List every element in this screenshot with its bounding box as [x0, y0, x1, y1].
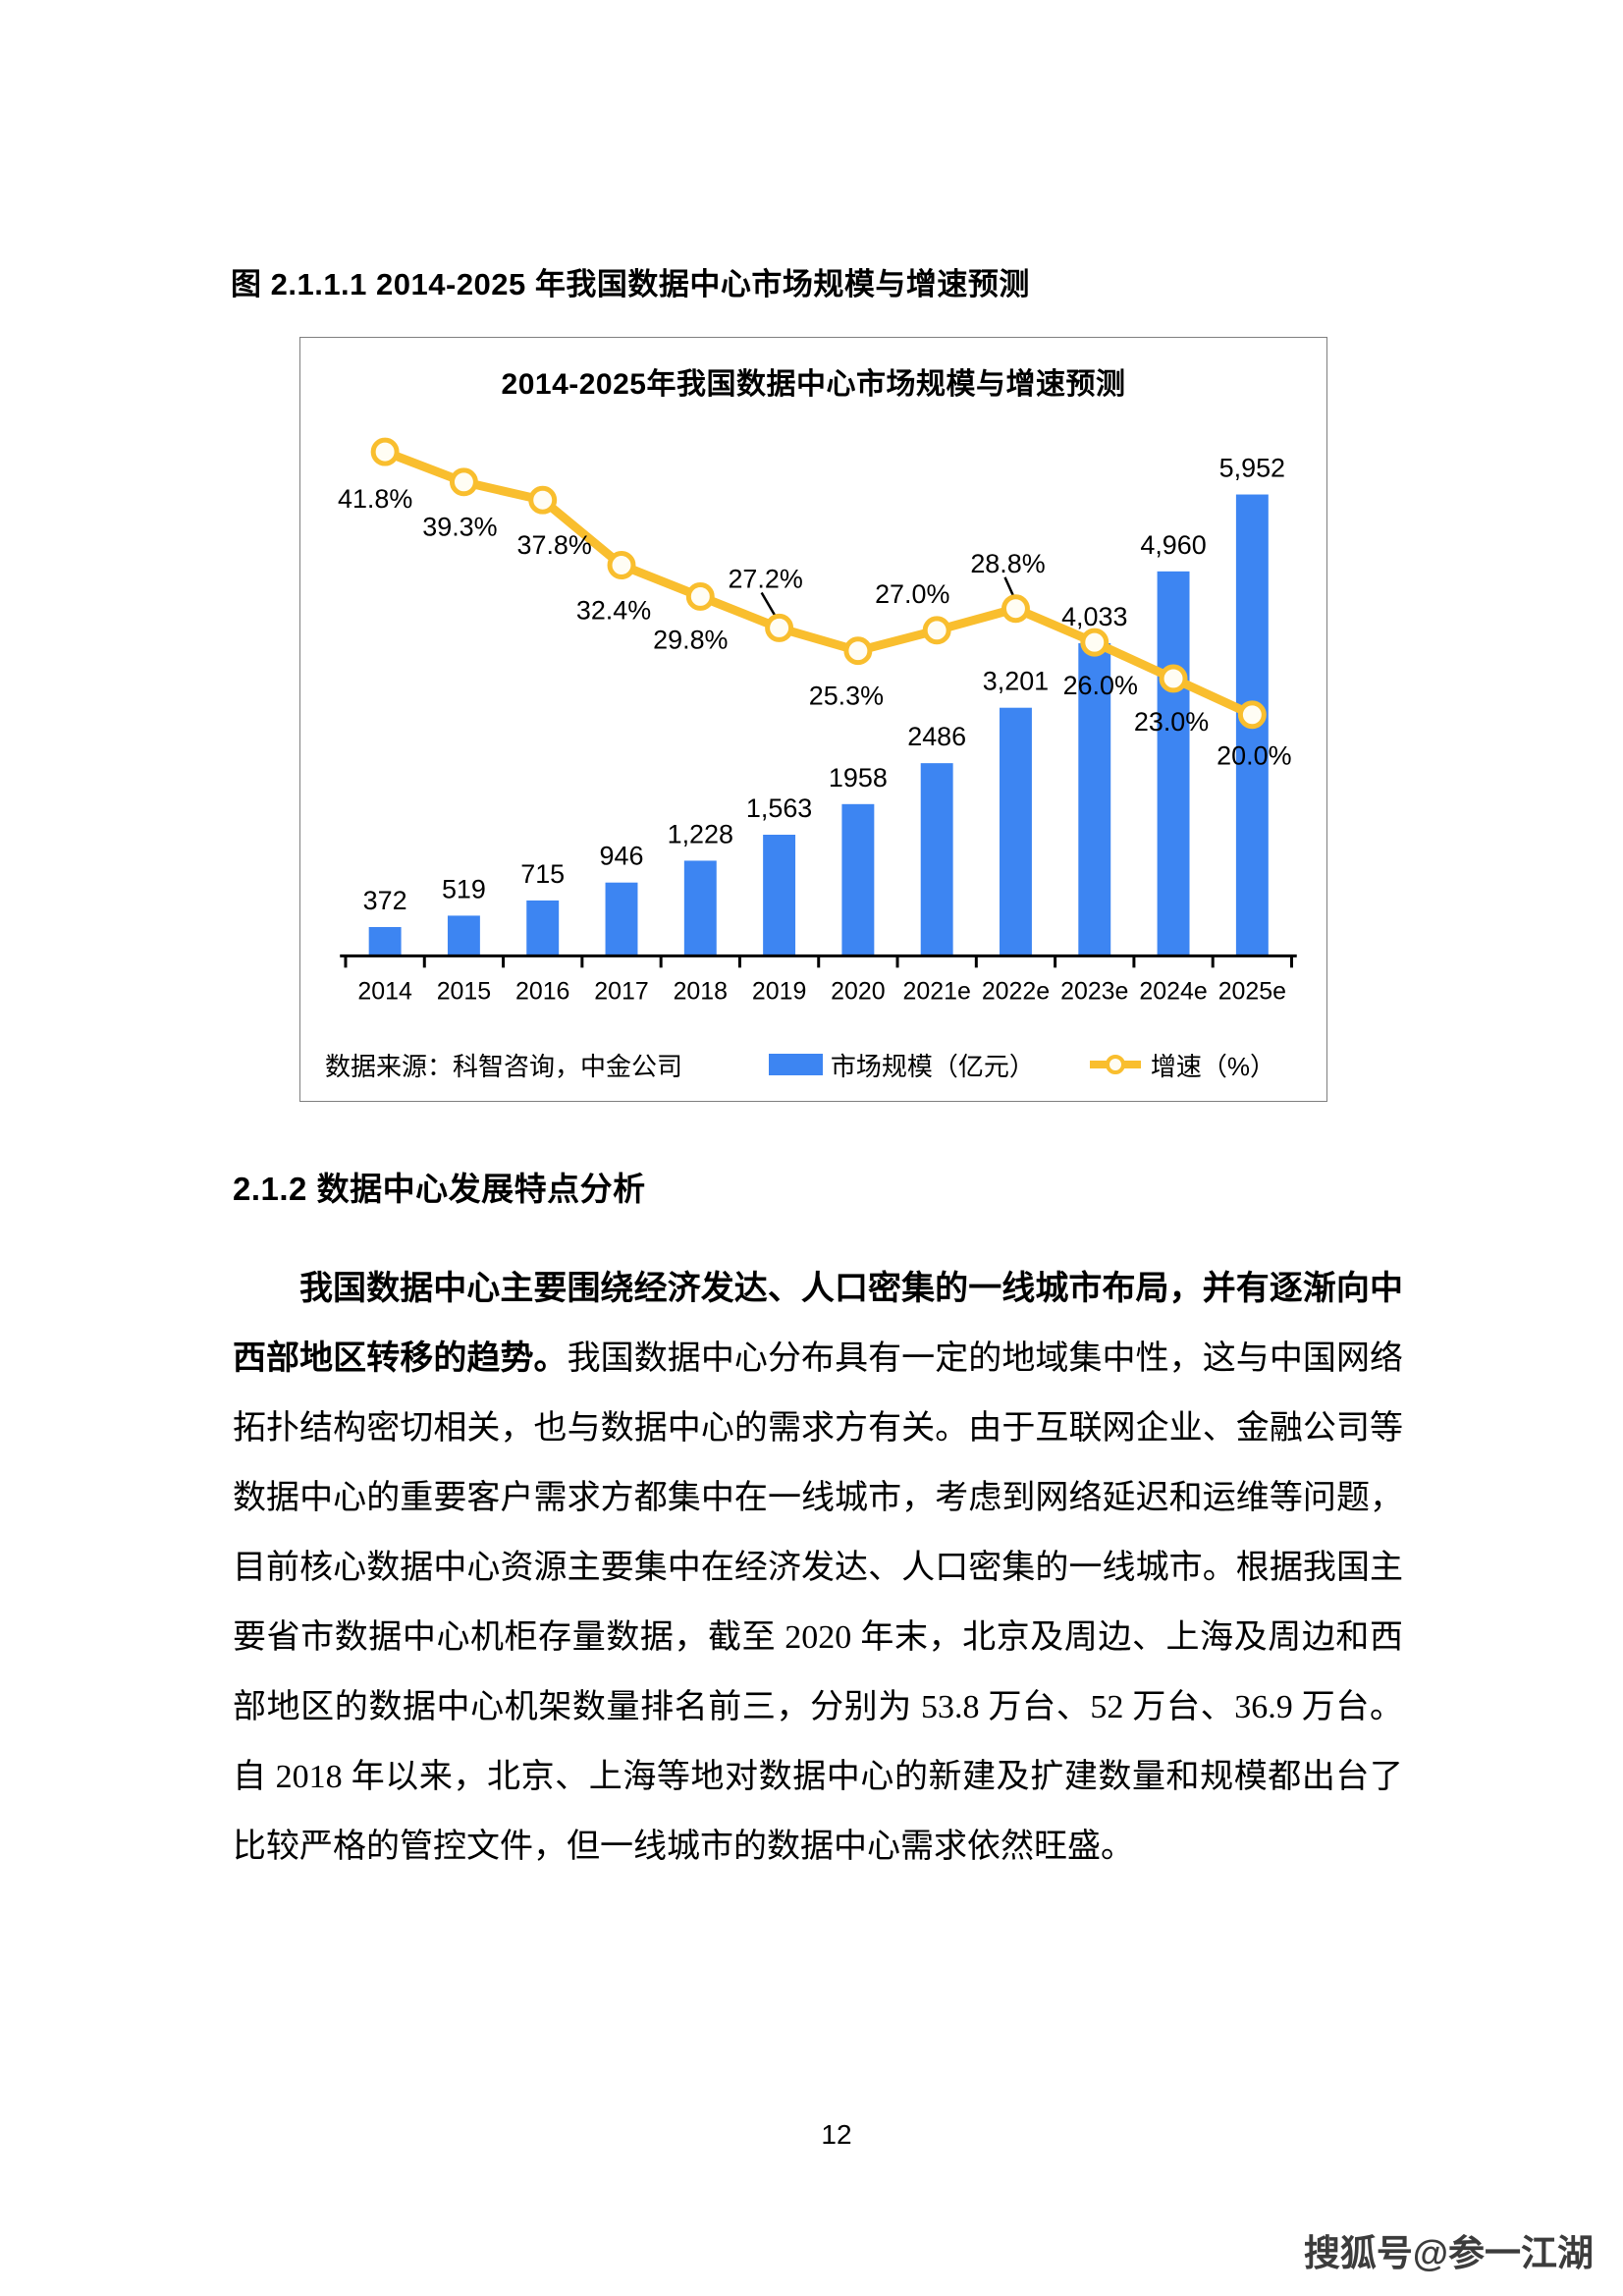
line-series-swatch-icon: [1089, 1055, 1141, 1074]
svg-text:2025e: 2025e: [1218, 977, 1286, 1005]
svg-text:1,228: 1,228: [668, 819, 733, 848]
svg-text:372: 372: [363, 886, 407, 915]
svg-text:2016: 2016: [515, 977, 569, 1005]
chart-footer: 数据来源：科智咨询，中金公司 市场规模（亿元） 增速（%）: [325, 1048, 1275, 1081]
svg-text:2024e: 2024e: [1139, 977, 1207, 1005]
svg-text:20.0%: 20.0%: [1217, 741, 1291, 771]
svg-text:28.8%: 28.8%: [970, 549, 1045, 578]
svg-text:4,033: 4,033: [1061, 602, 1127, 631]
svg-text:27.2%: 27.2%: [728, 565, 802, 594]
paragraph-rest: 我国数据中心分布具有一定的地域集中性，这与中国网络拓扑结构密切相关，也与数据中心…: [233, 1340, 1404, 1865]
svg-text:29.8%: 29.8%: [653, 625, 728, 654]
svg-text:27.0%: 27.0%: [875, 579, 949, 609]
section-heading: 2.1.2 数据中心发展特点分析: [233, 1171, 646, 1207]
chart-title: 2014-2025年我国数据中心市场规模与增速预测: [501, 368, 1126, 401]
svg-text:2020: 2020: [831, 977, 885, 1005]
svg-text:39.3%: 39.3%: [422, 513, 497, 542]
svg-text:2021e: 2021e: [903, 977, 971, 1005]
svg-text:26.0%: 26.0%: [1063, 671, 1138, 700]
svg-text:2022e: 2022e: [982, 977, 1050, 1005]
svg-text:715: 715: [520, 859, 565, 889]
svg-text:3,201: 3,201: [983, 667, 1049, 696]
svg-text:5,952: 5,952: [1219, 454, 1285, 483]
legend-label-market-size: 市场规模（亿元）: [830, 1051, 1035, 1081]
svg-text:32.4%: 32.4%: [576, 595, 651, 625]
chart-legend: 市场规模（亿元） 增速（%）: [768, 1047, 1275, 1083]
paragraph-bold-lead: 我国数据中心主要围绕经济发达、人口密集的一线城市布局，并有逐渐向中西部地区转移的…: [233, 1271, 1403, 1377]
svg-text:4,960: 4,960: [1140, 530, 1206, 560]
svg-text:2486: 2486: [907, 722, 966, 751]
svg-text:519: 519: [442, 874, 486, 903]
body-paragraph: 我国数据中心主要围绕经济发达、人口密集的一线城市布局，并有逐渐向中西部地区转移的…: [233, 1254, 1403, 1882]
svg-text:2019: 2019: [752, 977, 806, 1005]
svg-text:23.0%: 23.0%: [1134, 707, 1209, 737]
svg-text:1958: 1958: [829, 763, 888, 793]
watermark: 搜狐号@参一江湖: [1303, 2233, 1594, 2273]
svg-text:2017: 2017: [594, 977, 648, 1005]
svg-text:1,563: 1,563: [746, 793, 812, 823]
legend-label-growth-rate: 增速（%）: [1150, 1051, 1275, 1081]
svg-text:41.8%: 41.8%: [338, 484, 412, 514]
chart-source-note: 数据来源：科智咨询，中金公司: [325, 1051, 683, 1081]
svg-text:946: 946: [600, 842, 644, 871]
bar-series-swatch-icon: [768, 1054, 823, 1075]
page-number: 12: [821, 2119, 852, 2150]
svg-text:37.8%: 37.8%: [517, 530, 592, 560]
svg-text:2023e: 2023e: [1060, 977, 1128, 1005]
legend-item-market-size: 市场规模（亿元）: [768, 1047, 1035, 1083]
svg-text:25.3%: 25.3%: [809, 682, 884, 711]
svg-text:2018: 2018: [674, 977, 728, 1005]
svg-text:2014: 2014: [357, 977, 412, 1005]
chart: 2014 2015 2016 2017 2018 2019 2020 2021e 2022e 20…: [299, 337, 1327, 1102]
svg-text:2015: 2015: [437, 977, 491, 1005]
figure-caption: 图 2.1.1.1 2014-2025 年我国数据中心市场规模与增速预测: [231, 267, 1030, 301]
legend-item-growth-rate: 增速（%）: [1088, 1047, 1275, 1083]
chart-plot: 2014 2015 2016 2017 2018 2019 2020 2021e 2022e 20…: [338, 437, 1297, 1005]
